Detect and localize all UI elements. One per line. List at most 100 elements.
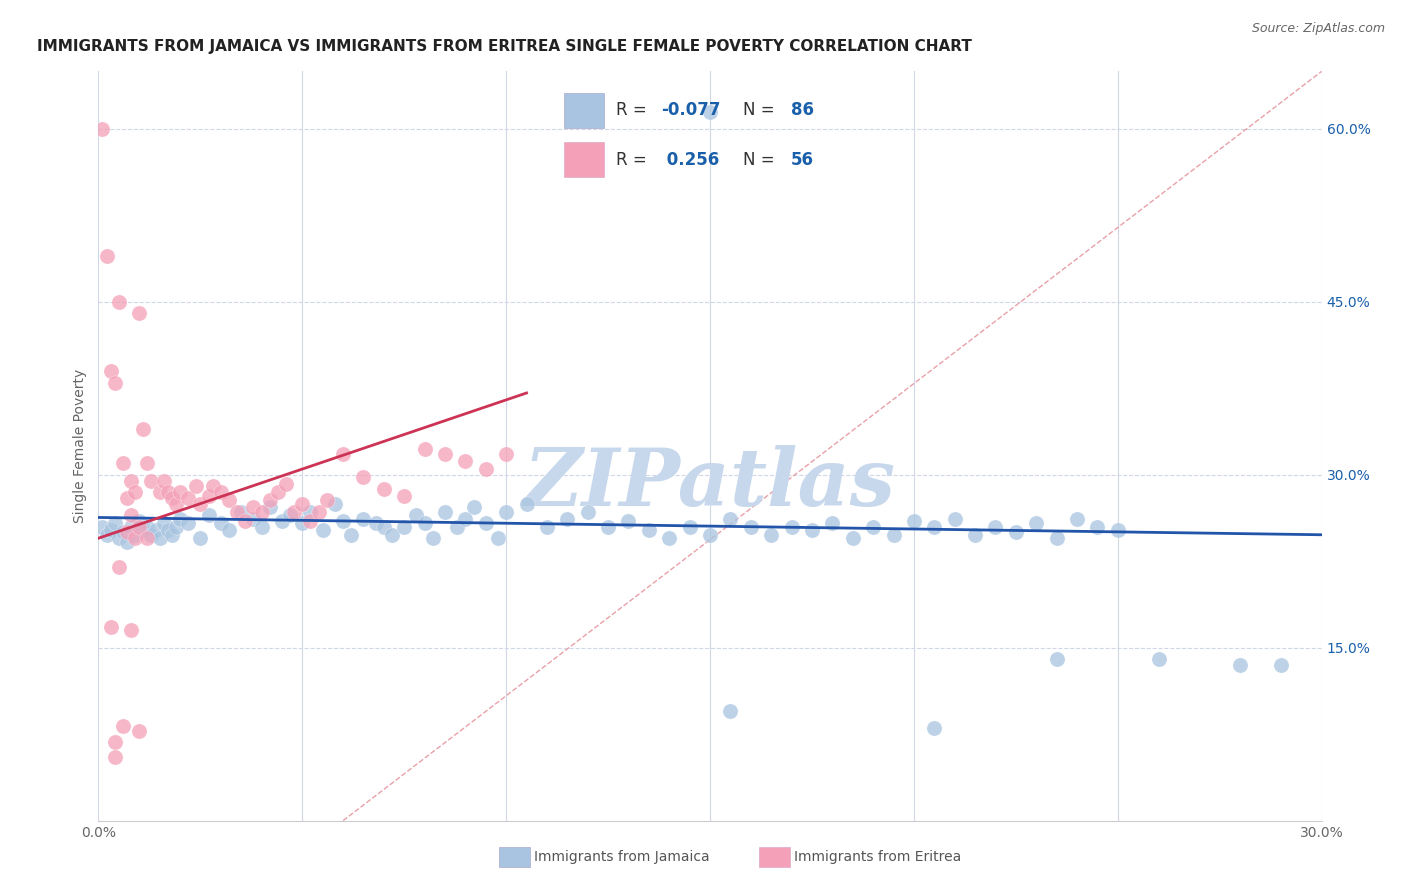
Y-axis label: Single Female Poverty: Single Female Poverty: [73, 369, 87, 523]
Point: [108, 294, 131, 309]
Point: [197, 489, 219, 503]
Point: [141, 528, 163, 542]
Point: [96, 528, 118, 542]
Point: [156, 485, 179, 500]
Point: [474, 516, 498, 531]
Point: [413, 516, 436, 531]
Point: [299, 505, 322, 519]
Point: [136, 456, 159, 470]
Point: [100, 620, 122, 634]
Point: [120, 519, 142, 533]
Point: [434, 505, 457, 519]
Text: 0.256: 0.256: [661, 151, 720, 169]
Point: [323, 497, 346, 511]
Text: -0.077: -0.077: [661, 102, 721, 120]
Point: [145, 523, 167, 537]
Point: [111, 525, 134, 540]
Point: [128, 514, 150, 528]
Point: [1107, 523, 1129, 537]
Point: [637, 523, 661, 537]
Text: N =: N =: [742, 102, 780, 120]
Point: [209, 485, 232, 500]
Point: [108, 560, 131, 574]
Bar: [564, 142, 603, 177]
Point: [780, 519, 803, 533]
Point: [120, 474, 142, 488]
Point: [718, 704, 742, 718]
Point: [373, 482, 395, 496]
Point: [883, 528, 905, 542]
Point: [454, 511, 477, 525]
Point: [699, 104, 721, 119]
Point: [340, 528, 363, 542]
Point: [413, 442, 436, 457]
Point: [617, 514, 640, 528]
Point: [124, 485, 146, 500]
Point: [160, 491, 183, 505]
Point: [149, 485, 172, 500]
Point: [274, 477, 297, 491]
Point: [516, 497, 538, 511]
Point: [463, 500, 485, 514]
Point: [291, 516, 314, 531]
Point: [352, 511, 374, 525]
Text: R =: R =: [616, 102, 652, 120]
Point: [352, 470, 374, 484]
Point: [486, 531, 509, 545]
Point: [124, 531, 146, 545]
Point: [495, 447, 517, 461]
Point: [761, 528, 783, 542]
Point: [233, 514, 256, 528]
Point: [373, 519, 395, 533]
Point: [226, 505, 249, 519]
Text: IMMIGRANTS FROM JAMAICA VS IMMIGRANTS FROM ERITREA SINGLE FEMALE POVERTY CORRELA: IMMIGRANTS FROM JAMAICA VS IMMIGRANTS FR…: [38, 38, 972, 54]
Point: [242, 500, 264, 514]
Point: [364, 516, 387, 531]
Point: [658, 531, 681, 545]
Point: [495, 505, 517, 519]
Point: [332, 447, 354, 461]
Point: [201, 479, 224, 493]
Point: [259, 493, 281, 508]
Point: [699, 528, 721, 542]
Point: [169, 485, 191, 500]
Point: [862, 519, 884, 533]
Point: [165, 497, 187, 511]
Point: [231, 505, 253, 519]
Text: N =: N =: [742, 151, 780, 169]
Point: [91, 122, 114, 136]
Point: [96, 249, 118, 263]
Point: [188, 497, 212, 511]
Point: [454, 454, 477, 468]
Point: [392, 489, 416, 503]
Point: [422, 531, 444, 545]
Point: [405, 508, 427, 523]
Point: [100, 523, 122, 537]
Point: [132, 422, 155, 436]
Point: [177, 516, 200, 531]
Point: [1085, 519, 1108, 533]
Point: [156, 523, 179, 537]
Point: [104, 750, 127, 764]
Point: [186, 479, 208, 493]
Point: [576, 505, 599, 519]
Point: [718, 511, 742, 525]
Point: [108, 531, 131, 545]
Point: [91, 519, 114, 533]
Point: [1004, 525, 1026, 540]
Point: [120, 624, 142, 638]
Point: [283, 505, 305, 519]
Text: 56: 56: [792, 151, 814, 169]
Point: [1045, 531, 1069, 545]
Point: [115, 525, 138, 540]
Point: [821, 516, 844, 531]
Point: [1025, 516, 1047, 531]
Point: [141, 474, 163, 488]
Point: [903, 514, 925, 528]
Text: Immigrants from Jamaica: Immigrants from Jamaica: [534, 850, 710, 864]
Text: 86: 86: [792, 102, 814, 120]
Point: [598, 519, 620, 533]
Point: [128, 723, 150, 738]
Point: [278, 508, 301, 523]
Point: [111, 456, 134, 470]
